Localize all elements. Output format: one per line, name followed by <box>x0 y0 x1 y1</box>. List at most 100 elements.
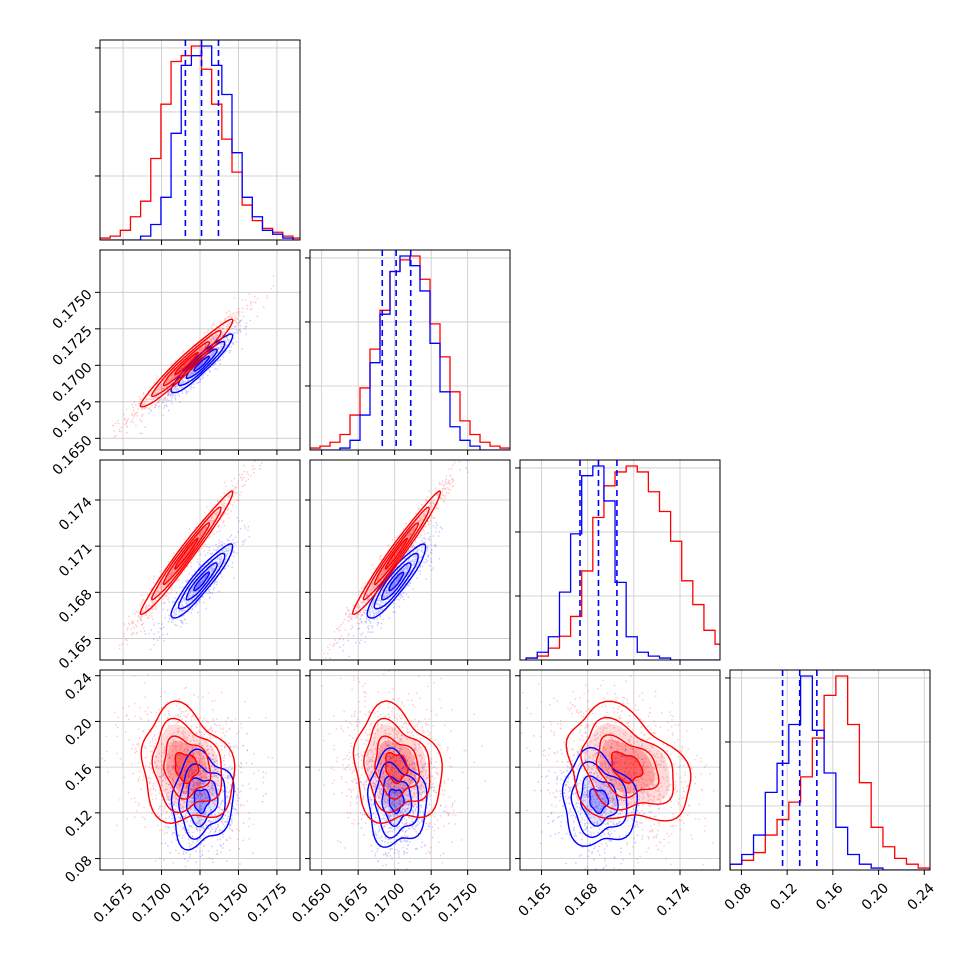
y-tick-label: 0.24 <box>62 670 95 703</box>
density-fill-b <box>153 510 219 597</box>
contour-line-b <box>352 700 443 825</box>
contour-line-b <box>565 700 692 822</box>
scatter-panel-3-1 <box>100 460 300 660</box>
contour-line-a <box>185 562 218 601</box>
contour-line-a <box>388 571 405 592</box>
contour-line-a <box>193 788 211 815</box>
contour-line-a <box>561 746 639 847</box>
x-tick-label: 0.16 <box>813 880 846 913</box>
panel-frame <box>519 459 721 661</box>
panel-frame <box>309 459 511 661</box>
y-tick-label: 0.171 <box>56 540 96 580</box>
x-tick-label: 0.08 <box>722 880 755 913</box>
contour-line-a <box>381 562 412 601</box>
contour-line-b <box>610 751 644 784</box>
y-tick-label: 0.1725 <box>50 323 96 369</box>
contour-line-b <box>363 717 431 814</box>
x-tick-label: 0.174 <box>654 880 694 920</box>
contour-line-b <box>385 751 409 785</box>
contour-line-b <box>139 318 234 408</box>
y-tick-label: 0.168 <box>56 587 96 627</box>
contour-line-a <box>170 333 234 394</box>
x-tick-label: 0.20 <box>859 880 892 913</box>
y-tick-label: 0.08 <box>62 853 95 886</box>
histogram-series-b <box>525 465 720 660</box>
scatter-panel-4-2 <box>310 670 510 870</box>
y-tick-label: 0.1700 <box>50 360 96 406</box>
density-fill-b <box>365 510 427 597</box>
histogram-series-a <box>100 45 300 240</box>
x-tick-label: 0.1700 <box>129 880 175 926</box>
y-tick-label: 0.1675 <box>50 396 96 442</box>
scatter-panel-4-1 <box>100 670 300 870</box>
density-fill-b <box>174 352 198 375</box>
histogram-series-b <box>730 675 930 870</box>
histogram-series-a <box>730 675 930 870</box>
y-tick-label: 0.16 <box>62 761 95 794</box>
contour-line-b <box>373 522 419 586</box>
contour-line-b <box>595 734 660 799</box>
density-fill-b <box>165 344 208 384</box>
x-tick-label: 0.1750 <box>435 880 481 926</box>
x-tick-label: 0.1725 <box>168 880 214 926</box>
contour-line-b <box>150 329 222 398</box>
y-tick-label: 0.165 <box>56 633 96 673</box>
contour-line-b <box>384 537 408 570</box>
x-tick-label: 0.168 <box>562 880 602 920</box>
scatter-panel-2-1 <box>100 250 300 450</box>
x-tick-label: 0.171 <box>608 880 648 920</box>
x-tick-label: 0.1650 <box>289 880 335 926</box>
density-fill-b <box>175 753 199 783</box>
scatter-panel-4-3 <box>520 670 720 870</box>
contour-line-a <box>366 543 427 619</box>
contour-line-b <box>174 537 199 570</box>
contour-line-a <box>170 543 234 619</box>
contour-line-a <box>193 355 211 372</box>
panel-frame <box>309 669 511 871</box>
contour-line-b <box>174 352 199 376</box>
x-tick-label: 0.1775 <box>245 880 291 926</box>
density-fill-a <box>589 789 609 813</box>
contour-line-a <box>381 775 413 828</box>
density-fill-a <box>388 572 404 591</box>
scatter-points-a <box>526 726 668 870</box>
density-fill-b <box>385 538 408 570</box>
contour-line-b <box>174 751 200 785</box>
x-tick-label: 0.24 <box>905 880 938 913</box>
contour-line-a <box>373 552 419 610</box>
y-tick-label: 0.1750 <box>50 287 96 333</box>
scatter-points-a <box>139 306 265 434</box>
histogram-panel-1 <box>100 40 300 240</box>
density-fill-b <box>583 723 670 807</box>
contour-line-b <box>150 506 222 601</box>
contour-line-a <box>177 552 226 610</box>
density-fill-b <box>153 333 219 395</box>
contour-line-b <box>139 490 234 616</box>
x-tick-label: 0.1675 <box>326 880 372 926</box>
x-tick-label: 0.12 <box>767 880 800 913</box>
y-tick-label: 0.1650 <box>50 433 96 479</box>
contour-line-a <box>193 571 211 592</box>
x-tick-label: 0.1725 <box>399 880 445 926</box>
density-fill-a <box>193 356 210 372</box>
contour-line-a <box>186 777 219 828</box>
histogram-panel-3 <box>520 460 720 660</box>
contour-line-b <box>140 700 236 825</box>
panel-frame <box>519 669 721 871</box>
contour-line-b <box>162 522 211 586</box>
contour-line-a <box>170 748 235 851</box>
scatter-points-b <box>323 460 469 659</box>
contour-line-b <box>151 717 223 814</box>
contour-line-b <box>351 490 441 616</box>
contour-line-a <box>570 760 628 839</box>
contour-line-a <box>388 788 405 815</box>
x-tick-label: 0.1700 <box>362 880 408 926</box>
histogram-series-a <box>525 465 720 660</box>
scatter-points-b <box>101 674 274 864</box>
x-tick-label: 0.1750 <box>206 880 252 926</box>
contour-line-b <box>362 506 430 601</box>
histogram-panel-2 <box>310 250 510 450</box>
x-tick-label: 0.1675 <box>91 880 137 926</box>
contour-line-a <box>178 763 226 840</box>
